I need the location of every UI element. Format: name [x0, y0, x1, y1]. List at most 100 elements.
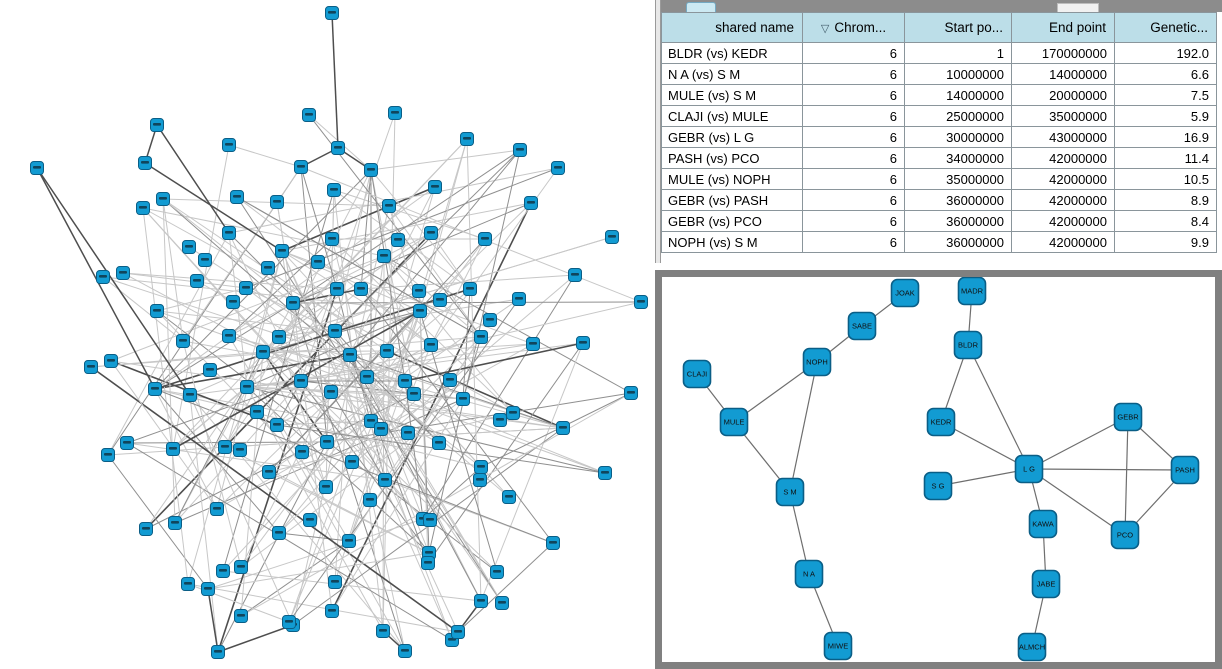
- network-node[interactable]: [216, 564, 230, 578]
- network-node[interactable]: [345, 455, 359, 469]
- node-CLAJI[interactable]: CLAJI: [682, 359, 712, 389]
- network-node[interactable]: [398, 374, 412, 388]
- network-node[interactable]: [495, 596, 509, 610]
- network-node[interactable]: [319, 480, 333, 494]
- network-node[interactable]: [270, 195, 284, 209]
- network-node[interactable]: [272, 330, 286, 344]
- network-node[interactable]: [303, 513, 317, 527]
- network-node[interactable]: [330, 282, 344, 296]
- network-node[interactable]: [286, 296, 300, 310]
- network-node[interactable]: [380, 344, 394, 358]
- network-node[interactable]: [198, 253, 212, 267]
- network-node[interactable]: [182, 240, 196, 254]
- network-node[interactable]: [605, 230, 619, 244]
- table-row[interactable]: NOPH (vs) S M 6 36000000 42000000 9.9: [661, 231, 1217, 253]
- network-node[interactable]: [176, 334, 190, 348]
- node-KAWA[interactable]: KAWA: [1028, 509, 1058, 539]
- network-node[interactable]: [460, 132, 474, 146]
- table-row[interactable]: MULE (vs) NOPH 6 35000000 42000000 10.5: [661, 168, 1217, 190]
- table-row[interactable]: PASH (vs) PCO 6 34000000 42000000 11.4: [661, 147, 1217, 169]
- network-node[interactable]: [490, 565, 504, 579]
- network-node[interactable]: [101, 448, 115, 462]
- node-MIWE[interactable]: MIWE: [823, 631, 853, 661]
- network-node[interactable]: [116, 266, 130, 280]
- network-node[interactable]: [474, 594, 488, 608]
- network-node[interactable]: [282, 615, 296, 629]
- network-node[interactable]: [432, 436, 446, 450]
- network-node[interactable]: [272, 526, 286, 540]
- network-node[interactable]: [262, 465, 276, 479]
- network-node[interactable]: [524, 196, 538, 210]
- network-node[interactable]: [576, 336, 590, 350]
- node-JABE[interactable]: JABE: [1031, 569, 1061, 599]
- network-node[interactable]: [546, 536, 560, 550]
- network-node[interactable]: [342, 534, 356, 548]
- table-row[interactable]: GEBR (vs) PASH 6 36000000 42000000 8.9: [661, 189, 1217, 211]
- detail-network-canvas[interactable]: JOAK MADR SABE BLDR NOPH CLAJI MULE KEDR GEBR L G…: [662, 277, 1215, 662]
- column-header[interactable]: Genetic...: [1114, 12, 1217, 43]
- network-node[interactable]: [378, 473, 392, 487]
- network-node[interactable]: [428, 180, 442, 194]
- network-node[interactable]: [502, 490, 516, 504]
- node-L-G[interactable]: L G: [1014, 454, 1044, 484]
- network-node[interactable]: [382, 199, 396, 213]
- column-header[interactable]: End point: [1011, 12, 1115, 43]
- column-header[interactable]: shared name: [661, 12, 803, 43]
- network-node[interactable]: [166, 442, 180, 456]
- network-node[interactable]: [401, 426, 415, 440]
- network-node[interactable]: [624, 386, 638, 400]
- network-node[interactable]: [211, 645, 225, 659]
- network-node[interactable]: [226, 295, 240, 309]
- network-node[interactable]: [181, 577, 195, 591]
- table-scroll-tab[interactable]: [1057, 3, 1099, 13]
- node-N-A[interactable]: N A: [794, 559, 824, 589]
- network-node[interactable]: [451, 625, 465, 639]
- node-S-G[interactable]: S G: [923, 471, 953, 501]
- node-S-M[interactable]: S M: [775, 477, 805, 507]
- node-PCO[interactable]: PCO: [1110, 520, 1140, 550]
- network-node[interactable]: [325, 604, 339, 618]
- node-BLDR[interactable]: BLDR: [953, 330, 983, 360]
- table-row[interactable]: N A (vs) S M 6 10000000 14000000 6.6: [661, 63, 1217, 85]
- network-node[interactable]: [598, 466, 612, 480]
- network-node[interactable]: [412, 284, 426, 298]
- panel-splitter[interactable]: [655, 0, 661, 263]
- network-node[interactable]: [377, 249, 391, 263]
- network-node[interactable]: [104, 354, 118, 368]
- network-node[interactable]: [325, 6, 339, 20]
- network-node[interactable]: [388, 106, 402, 120]
- network-node[interactable]: [84, 360, 98, 374]
- network-node[interactable]: [222, 226, 236, 240]
- network-node[interactable]: [256, 345, 270, 359]
- network-node[interactable]: [407, 387, 421, 401]
- node-JOAK[interactable]: JOAK: [890, 278, 920, 308]
- network-node[interactable]: [218, 440, 232, 454]
- network-node[interactable]: [343, 348, 357, 362]
- network-node[interactable]: [230, 190, 244, 204]
- network-node[interactable]: [156, 192, 170, 206]
- network-node[interactable]: [148, 382, 162, 396]
- network-node[interactable]: [421, 556, 435, 570]
- network-node[interactable]: [423, 513, 437, 527]
- network-node[interactable]: [513, 143, 527, 157]
- node-ALMCH[interactable]: ALMCH: [1017, 632, 1047, 662]
- network-node[interactable]: [331, 141, 345, 155]
- network-node[interactable]: [363, 493, 377, 507]
- network-node[interactable]: [493, 413, 507, 427]
- network-node[interactable]: [183, 388, 197, 402]
- network-node[interactable]: [360, 370, 374, 384]
- network-node[interactable]: [478, 232, 492, 246]
- network-node[interactable]: [139, 522, 153, 536]
- network-node[interactable]: [324, 385, 338, 399]
- network-node[interactable]: [311, 255, 325, 269]
- network-node[interactable]: [376, 624, 390, 638]
- network-node[interactable]: [120, 436, 134, 450]
- table-row[interactable]: GEBR (vs) L G 6 30000000 43000000 16.9: [661, 126, 1217, 148]
- network-node[interactable]: [30, 161, 44, 175]
- network-node[interactable]: [483, 313, 497, 327]
- network-node[interactable]: [261, 261, 275, 275]
- table-tab[interactable]: [686, 2, 716, 13]
- network-node[interactable]: [302, 108, 316, 122]
- node-NOPH[interactable]: NOPH: [802, 347, 832, 377]
- table-row[interactable]: CLAJI (vs) MULE 6 25000000 35000000 5.9: [661, 105, 1217, 127]
